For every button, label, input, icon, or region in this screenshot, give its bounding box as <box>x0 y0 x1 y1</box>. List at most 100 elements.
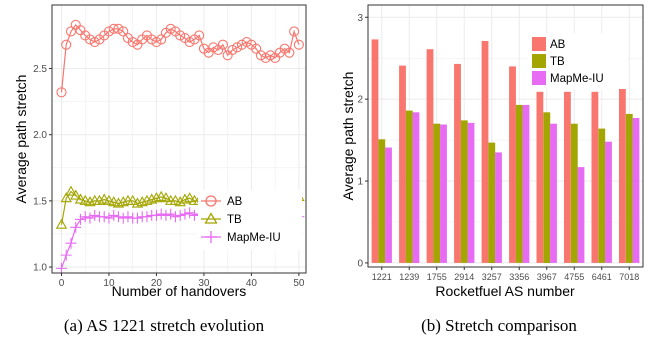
data-point-tb <box>117 196 129 207</box>
data-point-ab <box>265 50 276 61</box>
data-point-ab <box>103 26 115 37</box>
data-point-ab <box>289 26 300 37</box>
x-tick-label: 3257 <box>482 272 502 282</box>
data-point-ab <box>293 39 304 50</box>
x-tick-label: 10 <box>103 278 115 289</box>
data-point-ab <box>217 39 228 50</box>
x-tick-label: 1239 <box>399 272 419 282</box>
data-point-mapme-iu <box>79 211 91 223</box>
data-point-mapme-iu <box>65 237 77 249</box>
data-point-tb <box>131 197 144 208</box>
x-tick-label: 7018 <box>619 272 639 282</box>
bar-ab-4755 <box>564 91 571 263</box>
bar-tb-4755 <box>570 123 578 263</box>
data-point-tb <box>55 218 68 229</box>
data-point-ab <box>184 37 195 48</box>
data-point-tb <box>74 193 87 204</box>
y-tick-label: 1.0 <box>33 263 47 274</box>
bar-ab-7018 <box>619 50 626 264</box>
data-point-mapme-iu <box>55 262 67 274</box>
bar-tb-1221 <box>378 139 386 263</box>
legend-b-mapme-label: MapMe-IU <box>550 73 604 85</box>
chart-b-legend: AB TB MapMe-IU <box>528 33 628 89</box>
data-point-mapme-iu <box>89 209 101 221</box>
bar-ab-6461 <box>591 91 599 263</box>
data-point-tb <box>70 189 82 200</box>
data-point-ab <box>251 43 262 54</box>
y-tick-label: 2.0 <box>33 130 47 141</box>
bar-ab-1221 <box>371 39 379 263</box>
data-point-tb <box>146 193 158 204</box>
legend-mapme-key <box>201 231 221 243</box>
data-point-ab <box>113 23 124 34</box>
x-tick-label: 1221 <box>372 272 392 282</box>
legend-b-ab-key <box>532 37 546 51</box>
legend-tb-key <box>201 212 221 224</box>
legend-b-tb-label: TB <box>550 56 565 68</box>
bar-ab-2914 <box>454 63 461 263</box>
x-tick-label: 40 <box>246 278 258 289</box>
chart-a-legend: AB TB MapMe-IU <box>198 190 302 250</box>
data-point-mapme-iu <box>141 211 153 223</box>
bar-ab-3967 <box>536 91 544 263</box>
y-tick-label: 2.5 <box>33 64 47 75</box>
chart-a: 1.0 1.5 2.0 2.5 0 10 20 30 40 50 Number of handov… <box>13 4 307 299</box>
data-point-mapme-iu <box>184 207 196 219</box>
data-point-ab <box>61 39 72 50</box>
data-point-ab <box>89 37 100 48</box>
y-tick-label: 1.5 <box>33 196 47 207</box>
data-point-mapme-iu <box>160 209 172 221</box>
data-point-ab <box>65 26 77 37</box>
bar-mapme-iu-7018 <box>632 118 640 263</box>
data-point-mapme-iu <box>84 212 96 224</box>
data-point-ab <box>284 47 295 58</box>
legend-ab-key <box>201 195 221 207</box>
bar-mapme-iu-6461 <box>605 141 612 263</box>
x-tick-label: 4755 <box>564 272 584 282</box>
data-point-mapme-iu <box>117 212 129 224</box>
data-point-tb <box>169 194 182 205</box>
bar-tb-2914 <box>460 120 468 263</box>
chart-a-xlabel: Number of handovers <box>112 283 247 299</box>
chart-a-ticks: 1.0 1.5 2.0 2.5 0 10 20 30 40 50 <box>33 64 305 289</box>
chart-a-ylabel: Average path stretch <box>13 75 29 204</box>
data-point-mapme-iu <box>70 221 82 233</box>
bar-tb-1239 <box>405 110 413 263</box>
data-point-tb <box>84 196 96 207</box>
y-tick-label: 2 <box>357 95 363 106</box>
data-point-mapme-iu <box>60 249 72 261</box>
data-point-ab <box>56 87 67 98</box>
y-tick-label: 3 <box>357 13 363 24</box>
bar-tb-7018 <box>625 113 633 263</box>
legend-ab-label: AB <box>227 196 243 208</box>
bar-mapme-iu-3967 <box>550 123 557 263</box>
chart-b-frame <box>367 4 644 268</box>
bar-tb-3967 <box>543 112 551 263</box>
data-point-tb <box>150 192 163 203</box>
data-point-ab <box>118 26 129 37</box>
y-tick-label: 0 <box>357 258 363 269</box>
data-point-mapme-iu <box>74 213 86 225</box>
caption-b: (b) Stretch comparison <box>421 316 577 335</box>
data-point-tb <box>98 193 110 204</box>
bar-ab-3257 <box>481 41 489 263</box>
data-point-tb <box>112 197 125 208</box>
data-point-tb <box>108 196 120 207</box>
bar-ab-1239 <box>399 65 406 263</box>
x-tick-label: 20 <box>151 278 163 289</box>
data-point-ab <box>194 30 205 41</box>
data-point-ab <box>156 34 167 45</box>
data-point-tb <box>183 192 196 203</box>
data-point-ab <box>151 37 162 48</box>
data-point-mapme-iu <box>103 212 115 224</box>
chart-a-frame <box>51 4 307 274</box>
data-point-tb <box>79 194 91 205</box>
bar-mapme-iu-3356 <box>522 104 530 263</box>
data-point-tb <box>65 185 77 196</box>
bar-mapme-iu-1239 <box>412 112 420 263</box>
data-point-ab <box>175 30 186 41</box>
bar-series-mapme-iu <box>385 104 640 263</box>
bar-tb-3257 <box>488 142 496 263</box>
bar-series-ab <box>371 39 626 264</box>
